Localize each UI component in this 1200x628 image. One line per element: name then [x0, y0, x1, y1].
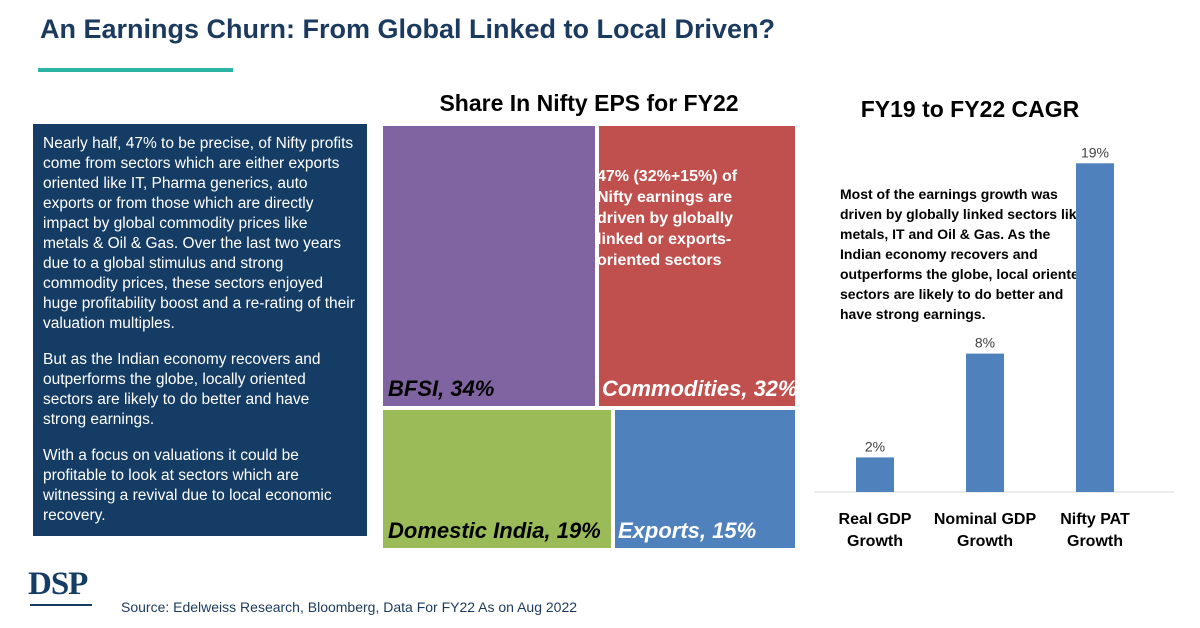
x-tick-label: Growth	[1067, 533, 1123, 550]
commentary-paragraph: With a focus on valuations it could be p…	[43, 447, 332, 524]
bar	[856, 457, 894, 492]
cagr-bar-chart: 2% Real GDP Growth 8% Nominal GDP Growth 19% Ni…	[814, 144, 1174, 550]
page-title: An Earnings Churn: From Global Linked to…	[40, 14, 776, 44]
x-tick-label: Nominal GDP	[934, 511, 1037, 528]
treemap-label-bfsi: BFSI, 34%	[388, 376, 495, 401]
treemap-chart: BFSI, 34% Commodities, 32% Domestic Indi…	[381, 124, 798, 550]
commentary-panel: Nearly half, 47% to be precise, of Nifty…	[33, 124, 367, 536]
bar-value-label: 8%	[975, 335, 995, 351]
commentary-paragraph: Nearly half, 47% to be precise, of Nifty…	[43, 135, 355, 332]
dsp-logo: DSP	[28, 566, 88, 602]
treemap-tile-bfsi: BFSI, 34%	[381, 124, 597, 408]
treemap-tile-exports: Exports, 15%	[613, 408, 797, 550]
bar-chart-annotation: Most of the earnings growth was driven b…	[840, 186, 1088, 322]
title-underline	[38, 68, 233, 72]
treemap-title: Share In Nifty EPS for FY22	[439, 90, 739, 116]
x-tick-label: Growth	[957, 533, 1013, 550]
bar-value-label: 19%	[1081, 144, 1109, 160]
x-tick-label: Growth	[847, 533, 903, 550]
x-tick-label: Nifty PAT	[1060, 511, 1130, 528]
treemap-annotation: 47% (32%+15%) of Nifty earnings are driv…	[597, 168, 738, 269]
treemap-label-commodities: Commodities, 32%	[602, 376, 798, 401]
bar	[966, 353, 1004, 492]
treemap-tile-commodities: Commodities, 32%	[597, 124, 798, 408]
treemap-label-exports: Exports, 15%	[618, 518, 757, 543]
source-note: Source: Edelweiss Research, Bloomberg, D…	[121, 599, 578, 615]
logo-underline	[30, 604, 92, 606]
bar	[1076, 163, 1114, 493]
bar-chart-title: FY19 to FY22 CAGR	[860, 96, 1080, 122]
x-tick-label: Real GDP	[839, 511, 912, 528]
treemap-label-domestic-india: Domestic India, 19%	[388, 518, 601, 543]
bar-value-label: 2%	[865, 438, 885, 454]
commentary-paragraph: But as the Indian economy recovers and o…	[43, 351, 321, 428]
treemap-tile-domestic-india: Domestic India, 19%	[381, 408, 613, 550]
